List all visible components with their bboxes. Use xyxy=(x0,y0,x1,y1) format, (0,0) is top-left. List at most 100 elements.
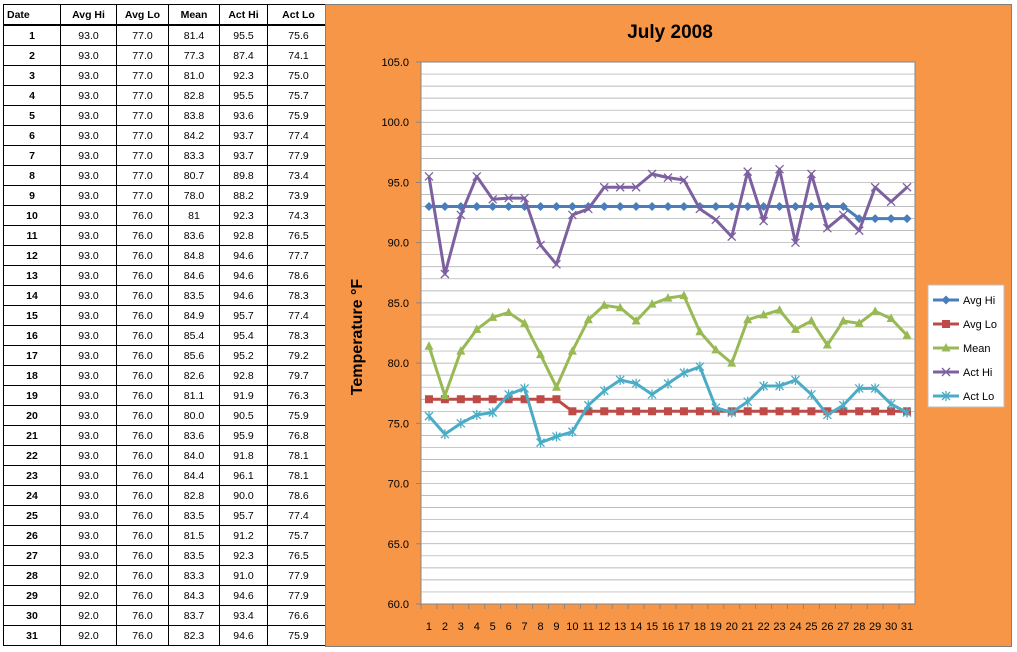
value-cell: 88.2 xyxy=(219,185,268,206)
value-cell: 76.0 xyxy=(116,505,169,526)
x-tick-label: 20 xyxy=(726,621,738,633)
data-point-act-lo xyxy=(583,400,593,411)
data-point-avg-lo xyxy=(871,407,880,416)
plot-area xyxy=(420,61,916,605)
data-point-act-hi xyxy=(711,215,721,225)
table-row: 18 93.0 76.0 82.6 92.8 79.7 xyxy=(3,365,330,386)
date-cell: 24 xyxy=(3,485,61,506)
value-cell: 93.0 xyxy=(60,105,117,126)
data-point-avg-lo xyxy=(807,407,816,416)
value-cell: 76.8 xyxy=(267,425,330,446)
value-cell: 83.6 xyxy=(168,425,220,446)
x-tick-label: 6 xyxy=(506,621,512,633)
legend-label-avg-hi: Avg Hi xyxy=(963,295,995,307)
x-tick-label: 7 xyxy=(522,621,528,633)
data-point-act-hi xyxy=(615,182,625,192)
data-point-avg-lo xyxy=(791,407,800,416)
data-point-avg-lo xyxy=(632,407,641,416)
value-cell: 84.2 xyxy=(168,125,220,146)
chart-panel: July 2008 Temperature °F 60.0 65.0 70.0 75.… xyxy=(325,4,1012,647)
legend-item-avg-lo: Avg Lo xyxy=(933,319,997,331)
data-point-act-lo xyxy=(743,396,753,407)
data-point-act-lo xyxy=(695,361,705,372)
value-cell: 93.0 xyxy=(60,445,117,466)
chart-title: July 2008 xyxy=(627,22,713,43)
data-point-avg-hi xyxy=(743,202,753,212)
value-cell: 76.0 xyxy=(116,525,169,546)
date-cell: 21 xyxy=(3,425,61,446)
data-point-mean xyxy=(567,346,577,355)
data-point-avg-hi xyxy=(663,202,673,212)
value-cell: 76.0 xyxy=(116,625,169,646)
value-cell: 94.6 xyxy=(219,265,268,286)
date-cell: 11 xyxy=(3,225,61,246)
data-point-avg-hi xyxy=(806,202,816,212)
x-tick-label: 5 xyxy=(490,621,496,633)
data-point-act-hi xyxy=(551,259,561,269)
value-cell: 82.8 xyxy=(168,85,220,106)
date-cell: 20 xyxy=(3,405,61,426)
value-cell: 76.0 xyxy=(116,365,169,386)
value-cell: 87.4 xyxy=(219,45,268,66)
table-row: 22 93.0 76.0 84.0 91.8 78.1 xyxy=(3,445,330,466)
value-cell: 93.0 xyxy=(60,45,117,66)
value-cell: 81 xyxy=(168,205,220,226)
legend-marker-mean xyxy=(941,343,951,352)
value-cell: 95.5 xyxy=(219,85,268,106)
data-point-avg-hi xyxy=(631,202,641,212)
date-cell: 1 xyxy=(3,24,61,46)
value-cell: 93.0 xyxy=(60,265,117,286)
date-cell: 23 xyxy=(3,465,61,486)
data-point-act-lo xyxy=(472,409,482,420)
value-cell: 93.0 xyxy=(60,165,117,186)
data-point-mean xyxy=(695,326,705,336)
value-cell: 93.0 xyxy=(60,525,117,546)
value-cell: 85.6 xyxy=(168,345,220,366)
value-cell: 83.3 xyxy=(168,145,220,166)
value-cell: 77.0 xyxy=(116,105,169,126)
date-cell: 29 xyxy=(3,585,61,606)
value-cell: 94.6 xyxy=(219,245,268,266)
table-row: 21 93.0 76.0 83.6 95.9 76.8 xyxy=(3,425,330,446)
value-cell: 77.9 xyxy=(267,585,330,606)
data-point-avg-hi xyxy=(599,202,609,212)
value-cell: 77.0 xyxy=(116,85,169,106)
value-cell: 79.7 xyxy=(267,365,330,386)
date-cell: 17 xyxy=(3,345,61,366)
date-cell: 7 xyxy=(3,145,61,166)
value-cell: 95.7 xyxy=(219,305,268,326)
legend-label-act-hi: Act Hi xyxy=(963,367,992,379)
value-cell: 93.0 xyxy=(60,325,117,346)
data-point-avg-lo xyxy=(679,407,688,416)
value-cell: 76.5 xyxy=(267,545,330,566)
x-tick-label: 24 xyxy=(789,621,801,633)
data-point-act-hi xyxy=(440,269,450,279)
data-point-avg-hi xyxy=(647,202,657,212)
x-tick-label: 23 xyxy=(773,621,785,633)
data-point-act-hi xyxy=(424,171,434,181)
date-cell: 5 xyxy=(3,105,61,126)
value-cell: 75.9 xyxy=(267,625,330,646)
table-row: 17 93.0 76.0 85.6 95.2 79.2 xyxy=(3,345,330,366)
data-point-act-hi xyxy=(695,204,705,214)
date-cell: 31 xyxy=(3,625,61,646)
data-point-mean xyxy=(886,313,896,323)
value-cell: 81.4 xyxy=(168,24,220,46)
data-point-mean xyxy=(520,318,530,327)
value-cell: 76.0 xyxy=(116,465,169,486)
value-cell: 93.7 xyxy=(219,145,268,166)
value-cell: 78.0 xyxy=(168,185,220,206)
data-point-act-hi xyxy=(536,240,545,250)
data-point-act-lo xyxy=(631,378,641,389)
legend-label-avg-lo: Avg Lo xyxy=(963,319,997,331)
data-point-mean xyxy=(679,290,689,300)
data-point-mean xyxy=(440,390,450,400)
value-cell: 76.0 xyxy=(116,385,169,406)
data-point-act-hi xyxy=(567,210,577,220)
value-cell: 85.4 xyxy=(168,325,220,346)
date-cell: 4 xyxy=(3,85,61,106)
value-cell: 77.0 xyxy=(116,185,169,206)
value-cell: 92.0 xyxy=(60,625,117,646)
x-tick-label: 10 xyxy=(566,621,578,633)
y-tick-label: 70.0 xyxy=(388,479,409,491)
